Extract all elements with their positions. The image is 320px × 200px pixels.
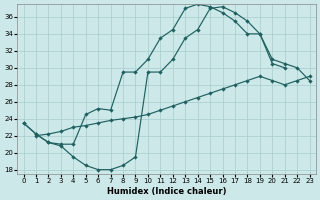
X-axis label: Humidex (Indice chaleur): Humidex (Indice chaleur) [107,187,226,196]
